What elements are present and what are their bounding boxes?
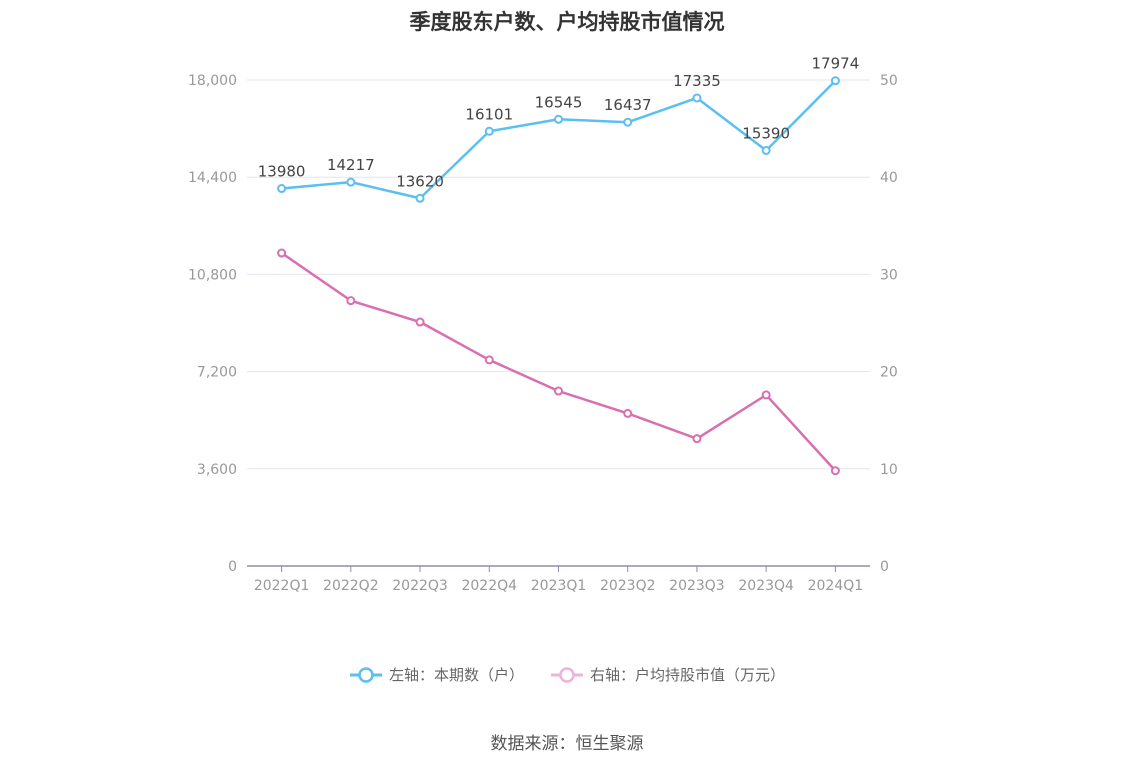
series-line-right (280, 251, 837, 472)
y-right-tick-label: 50 (880, 73, 898, 89)
data-point-right (761, 390, 771, 400)
legend-item-right-series[interactable]: 右轴：户均持股市值（万元） (550, 664, 785, 685)
data-point-left (623, 117, 633, 127)
data-point-right (277, 248, 287, 258)
x-tick-label: 2023Q2 (600, 578, 656, 594)
x-tick-label: 2022Q2 (323, 578, 379, 594)
data-label: 13980 (258, 163, 306, 181)
data-point-right (554, 386, 563, 396)
data-point-right (692, 434, 702, 444)
y-left-tick-label: 7,200 (197, 365, 237, 381)
legend-item-left-series[interactable]: 左轴：本期数（户） (349, 664, 524, 685)
x-tick-label: 2022Q4 (461, 578, 517, 594)
data-point-right (346, 296, 356, 306)
x-tick-label: 2023Q3 (669, 578, 725, 594)
legend-line-marker-icon (349, 666, 382, 683)
source-note: 数据来源：恒生聚源 (490, 734, 644, 754)
data-point-right (415, 317, 425, 327)
legend-label-left: 左轴：本期数（户） (388, 666, 524, 684)
y-right-tick-label: 30 (880, 267, 898, 283)
data-point-right (484, 355, 494, 365)
y-right-tick-label: 0 (880, 559, 889, 575)
data-point-right (623, 408, 633, 418)
data-label: 14217 (327, 156, 375, 174)
legend: 左轴：本期数（户） 右轴：户均持股市值（万元） (0, 664, 1134, 685)
data-point-left (484, 126, 494, 136)
data-label: 15390 (742, 124, 790, 142)
data-label: 17974 (812, 55, 860, 73)
data-point-left (554, 114, 563, 124)
y-left-tick-label: 0 (228, 559, 237, 575)
chart-title: 季度股东户数、户均持股市值情况 (409, 10, 725, 34)
data-label: 17335 (673, 72, 721, 90)
y-left-tick-label: 10,800 (188, 267, 237, 283)
y-right-tick-label: 40 (880, 170, 898, 186)
data-point-left (346, 177, 356, 187)
y-left-tick-label: 3,600 (197, 462, 237, 478)
data-label: 16545 (535, 93, 583, 111)
x-tick-label: 2023Q4 (738, 578, 794, 594)
data-label: 13620 (396, 172, 444, 190)
legend-label-right: 右轴：户均持股市值（万元） (590, 666, 786, 684)
y-right-tick-label: 20 (880, 365, 898, 381)
data-point-left (277, 184, 287, 194)
x-tick-label: 2023Q1 (531, 578, 587, 594)
x-tick-label: 2022Q1 (254, 578, 310, 594)
legend-line-marker-icon (551, 666, 583, 683)
x-tick-label: 2024Q1 (808, 578, 864, 594)
y-right-tick-label: 10 (880, 462, 898, 478)
data-point-left (692, 93, 702, 103)
data-point-left (761, 145, 771, 155)
x-tick-label: 2022Q3 (392, 578, 448, 594)
y-left-tick-label: 14,400 (188, 170, 237, 186)
data-label: 16101 (465, 105, 513, 123)
data-point-right (830, 466, 840, 476)
data-point-left (415, 193, 425, 203)
data-point-left (830, 76, 840, 86)
y-left-tick-label: 18,000 (188, 73, 237, 89)
data-label: 16437 (604, 96, 652, 114)
